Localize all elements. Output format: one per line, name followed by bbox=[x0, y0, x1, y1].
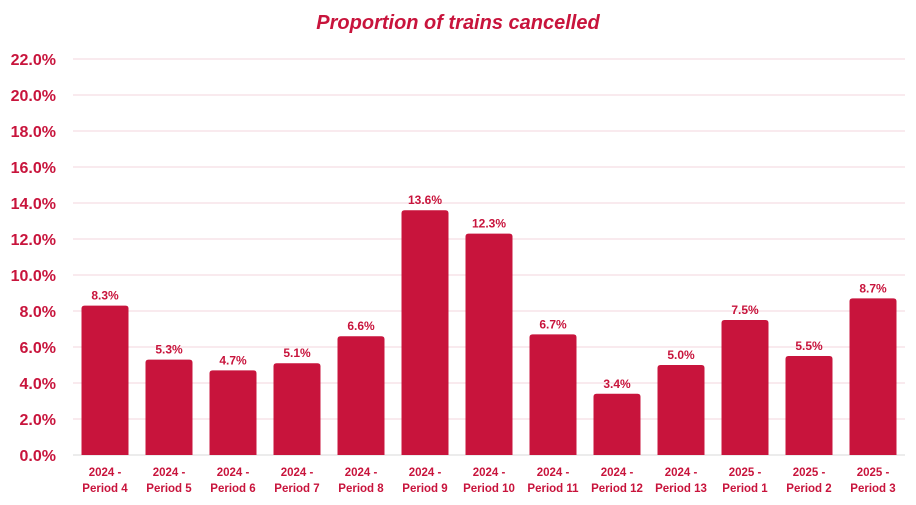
y-tick-label: 12.0% bbox=[11, 232, 56, 249]
y-tick-label: 6.0% bbox=[20, 340, 56, 357]
bar bbox=[273, 363, 321, 455]
bar bbox=[721, 320, 769, 455]
bar bbox=[209, 370, 257, 455]
x-tick-label: 2024 -Period 12 bbox=[591, 467, 643, 495]
bar bbox=[849, 298, 897, 455]
bar bbox=[401, 210, 449, 455]
y-tick-label: 18.0% bbox=[11, 124, 56, 141]
x-tick-label: 2024 -Period 10 bbox=[463, 467, 515, 495]
x-tick-label: 2024 -Period 13 bbox=[655, 467, 707, 495]
data-label: 5.0% bbox=[667, 348, 695, 362]
bar bbox=[593, 393, 641, 455]
bar bbox=[465, 233, 513, 455]
y-tick-label: 14.0% bbox=[11, 196, 56, 213]
data-label: 5.5% bbox=[795, 339, 823, 353]
bar bbox=[337, 336, 385, 455]
x-tick-label: 2025 -Period 3 bbox=[850, 467, 895, 495]
data-label: 7.5% bbox=[731, 303, 759, 317]
y-tick-label: 0.0% bbox=[20, 448, 56, 465]
x-tick-label: 2024 -Period 11 bbox=[527, 467, 579, 495]
x-tick-label: 2024 -Period 7 bbox=[274, 467, 319, 495]
data-label: 6.6% bbox=[347, 319, 375, 333]
y-tick-label: 22.0% bbox=[11, 52, 56, 69]
x-tick-label: 2024 -Period 6 bbox=[210, 467, 255, 495]
x-tick-label: 2024 -Period 5 bbox=[146, 467, 192, 495]
data-label: 5.1% bbox=[283, 346, 311, 360]
y-tick-label: 16.0% bbox=[11, 160, 56, 177]
data-label: 6.7% bbox=[539, 317, 567, 331]
data-label: 5.3% bbox=[155, 343, 183, 357]
bar bbox=[657, 365, 705, 455]
y-tick-label: 4.0% bbox=[20, 376, 56, 393]
x-tick-label: 2024 -Period 9 bbox=[402, 467, 447, 495]
bar bbox=[529, 334, 577, 455]
data-label: 3.4% bbox=[603, 377, 631, 391]
chart-title: Proportion of trains cancelled bbox=[316, 12, 600, 34]
x-tick-label: 2025 -Period 1 bbox=[722, 467, 768, 495]
data-label: 8.3% bbox=[91, 289, 119, 303]
data-label: 8.7% bbox=[859, 281, 887, 295]
y-tick-label: 20.0% bbox=[11, 88, 56, 105]
x-tick-label: 2025 -Period 2 bbox=[786, 467, 831, 495]
y-tick-label: 10.0% bbox=[11, 268, 56, 285]
bar bbox=[145, 359, 193, 455]
data-label: 4.7% bbox=[219, 353, 247, 367]
bar bbox=[785, 356, 833, 455]
data-label: 12.3% bbox=[472, 217, 506, 231]
data-label: 13.6% bbox=[408, 193, 442, 207]
x-tick-label: 2024 -Period 4 bbox=[82, 467, 128, 495]
y-tick-label: 2.0% bbox=[20, 412, 56, 429]
bar bbox=[81, 305, 129, 455]
y-tick-label: 8.0% bbox=[20, 304, 56, 321]
x-tick-label: 2024 -Period 8 bbox=[338, 467, 384, 495]
